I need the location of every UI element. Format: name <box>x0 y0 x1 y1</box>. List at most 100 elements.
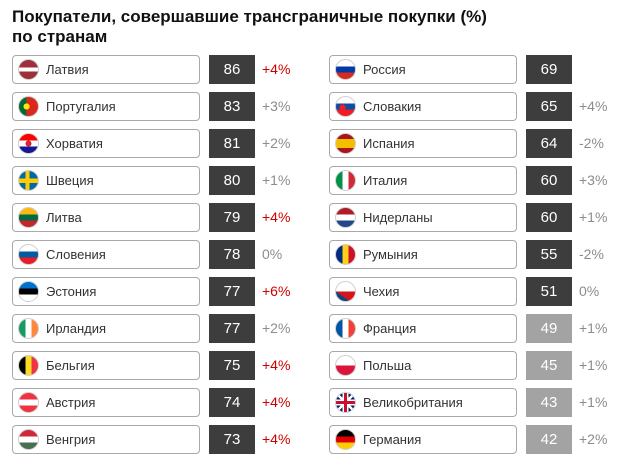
country-row: Латвия 86 +4% <box>12 54 321 84</box>
change-label: +2% <box>579 431 608 448</box>
country-box: Германия <box>329 424 517 454</box>
value-box: 51 <box>526 276 572 306</box>
country-box: Португалия <box>12 91 200 121</box>
country-label: Нидерланы <box>363 209 433 225</box>
value-box: 69 <box>526 54 572 84</box>
country-box: Ирландия <box>12 313 200 343</box>
change-label: +4% <box>262 394 291 411</box>
russia-flag-icon <box>335 58 356 80</box>
country-row: Австрия 74 +4% <box>12 387 321 417</box>
country-label: Румыния <box>363 246 418 262</box>
country-box: Эстония <box>12 276 200 306</box>
change-label: +4% <box>262 209 291 226</box>
country-label: Эстония <box>46 283 97 299</box>
country-box: Швеция <box>12 165 200 195</box>
country-row: Бельгия 75 +4% <box>12 350 321 380</box>
change-label: +1% <box>579 209 608 226</box>
country-row: Венгрия 73 +4% <box>12 424 321 454</box>
belgium-flag-icon <box>18 354 39 376</box>
portugal-flag-icon <box>18 95 39 117</box>
country-row: Хорватия 81 +2% <box>12 128 321 158</box>
country-label: Словения <box>46 246 106 262</box>
country-label: Литва <box>46 209 82 225</box>
country-label: Чехия <box>363 283 400 299</box>
ireland-flag-icon <box>18 317 39 339</box>
change-label: +2% <box>262 135 291 152</box>
country-label: Польша <box>363 357 412 373</box>
country-label: Ирландия <box>46 320 107 336</box>
country-box: Литва <box>12 202 200 232</box>
change-label: +1% <box>262 172 291 189</box>
country-column-right: Россия 69 Словакия 65 +4% Испания 64 -2% Италия 6… <box>329 54 638 462</box>
estonia-flag-icon <box>18 280 39 302</box>
country-label: Германия <box>363 431 422 447</box>
country-row: Польша 45 +1% <box>329 350 638 380</box>
change-label: -2% <box>579 135 604 152</box>
value-box: 73 <box>209 424 255 454</box>
slovenia-flag-icon <box>18 243 39 265</box>
country-box: Бельгия <box>12 350 200 380</box>
country-grid: Латвия 86 +4% Португалия 83 +3% Хорватия 81 +2% Ш… <box>12 54 638 462</box>
sweden-flag-icon <box>18 169 39 191</box>
value-box: 45 <box>526 350 572 380</box>
country-box: Латвия <box>12 54 200 84</box>
czech-flag-icon <box>335 280 356 302</box>
value-box: 77 <box>209 276 255 306</box>
country-label: Россия <box>363 61 406 77</box>
country-box: Россия <box>329 54 517 84</box>
value-box: 55 <box>526 239 572 269</box>
value-box: 83 <box>209 91 255 121</box>
romania-flag-icon <box>335 243 356 265</box>
country-row: Италия 60 +3% <box>329 165 638 195</box>
value-box: 49 <box>526 313 572 343</box>
poland-flag-icon <box>335 354 356 376</box>
country-label: Венгрия <box>46 431 96 447</box>
country-label: Великобритания <box>363 394 463 410</box>
value-box: 86 <box>209 54 255 84</box>
country-box: Австрия <box>12 387 200 417</box>
country-label: Австрия <box>46 394 96 410</box>
country-row: Великобритания 43 +1% <box>329 387 638 417</box>
country-box: Италия <box>329 165 517 195</box>
country-label: Италия <box>363 172 408 188</box>
page-title: Покупатели, совершавшие трансграничные п… <box>12 7 638 48</box>
germany-flag-icon <box>335 428 356 450</box>
country-box: Чехия <box>329 276 517 306</box>
country-label: Хорватия <box>46 135 103 151</box>
value-box: 79 <box>209 202 255 232</box>
country-box: Хорватия <box>12 128 200 158</box>
italy-flag-icon <box>335 169 356 191</box>
uk-flag-icon <box>335 391 356 413</box>
country-label: Португалия <box>46 98 116 114</box>
value-box: 74 <box>209 387 255 417</box>
spain-flag-icon <box>335 132 356 154</box>
country-box: Франция <box>329 313 517 343</box>
value-box: 81 <box>209 128 255 158</box>
change-label: +3% <box>262 98 291 115</box>
country-row: Эстония 77 +6% <box>12 276 321 306</box>
slovakia-flag-icon <box>335 95 356 117</box>
country-box: Испания <box>329 128 517 158</box>
value-box: 64 <box>526 128 572 158</box>
change-label: +2% <box>262 320 291 337</box>
country-label: Испания <box>363 135 415 151</box>
austria-flag-icon <box>18 391 39 413</box>
value-box: 75 <box>209 350 255 380</box>
netherlands-flag-icon <box>335 206 356 228</box>
value-box: 60 <box>526 165 572 195</box>
change-label: +4% <box>262 357 291 374</box>
country-box: Польша <box>329 350 517 380</box>
country-row: Словакия 65 +4% <box>329 91 638 121</box>
country-row: Россия 69 <box>329 54 638 84</box>
country-row: Словения 78 0% <box>12 239 321 269</box>
country-label: Латвия <box>46 61 89 77</box>
country-box: Румыния <box>329 239 517 269</box>
country-column-left: Латвия 86 +4% Португалия 83 +3% Хорватия 81 +2% Ш… <box>12 54 321 462</box>
country-box: Великобритания <box>329 387 517 417</box>
country-label: Словакия <box>363 98 422 114</box>
country-label: Швеция <box>46 172 94 188</box>
change-label: +4% <box>262 61 291 78</box>
page-title-line2: по странам <box>12 27 108 47</box>
value-box: 78 <box>209 239 255 269</box>
